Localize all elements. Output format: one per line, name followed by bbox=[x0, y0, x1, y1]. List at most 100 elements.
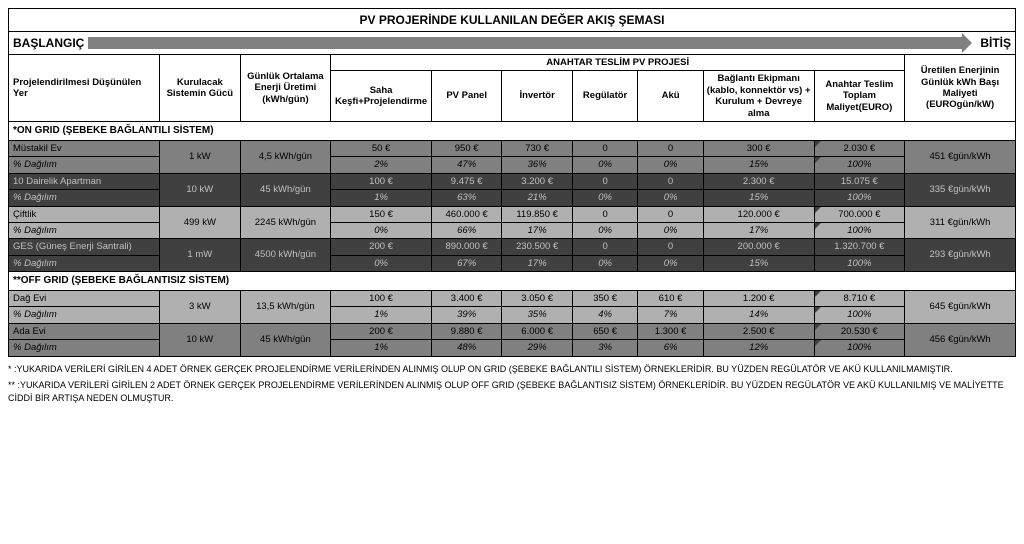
row-value: 0 bbox=[638, 140, 703, 156]
row-value: 890.000 € bbox=[431, 239, 501, 255]
hdr-energy: Günlük Ortalama Enerji Üretimi (kWh/gün) bbox=[240, 55, 331, 122]
row-energy: 4500 kWh/gün bbox=[240, 239, 331, 272]
row-name: GES (Güneş Enerji Santrali) bbox=[9, 239, 160, 255]
row-percent: 0% bbox=[638, 190, 703, 206]
row-value: 950 € bbox=[431, 140, 501, 156]
row-dist-label: % Dağılım bbox=[9, 190, 160, 206]
row-value: 1.300 € bbox=[638, 323, 703, 339]
row-percent: 0% bbox=[638, 255, 703, 271]
row-value: 100 € bbox=[331, 173, 432, 189]
row-value: 230.500 € bbox=[502, 239, 572, 255]
footnote-1: * :YUKARIDA VERİLERİ GİRİLEN 4 ADET ÖRNE… bbox=[8, 363, 1016, 376]
row-value: 8.710 € bbox=[814, 291, 905, 307]
row-percent: 0% bbox=[331, 255, 432, 271]
row-value: 0 bbox=[572, 239, 637, 255]
row-value: 120.000 € bbox=[703, 206, 814, 222]
row-power: 10 kW bbox=[160, 323, 241, 356]
row-percent: 15% bbox=[703, 255, 814, 271]
row-energy: 4,5 kWh/gün bbox=[240, 140, 331, 173]
table-row: Ada Evi10 kW45 kWh/gün200 €9.880 €6.000 … bbox=[9, 323, 1016, 339]
row-percent: 14% bbox=[703, 307, 814, 323]
row-percent: 17% bbox=[502, 222, 572, 238]
hdr-conn: Bağlantı Ekipmanı (kablo, konnektör vs) … bbox=[703, 71, 814, 122]
row-percent: 100% bbox=[814, 222, 905, 238]
row-value: 100 € bbox=[331, 291, 432, 307]
row-name: Dağ Evi bbox=[9, 291, 160, 307]
row-percent: 100% bbox=[814, 307, 905, 323]
row-value: 1.200 € bbox=[703, 291, 814, 307]
flow-start-label: BAŞLANGIÇ bbox=[9, 36, 84, 50]
row-unitcost: 456 €gün/kWh bbox=[905, 323, 1016, 356]
row-percent: 15% bbox=[703, 190, 814, 206]
table-row: Çiftlik499 kW2245 kWh/gün150 €460.000 €1… bbox=[9, 206, 1016, 222]
row-percent: 0% bbox=[572, 190, 637, 206]
row-percent: 4% bbox=[572, 307, 637, 323]
row-percent: 17% bbox=[703, 222, 814, 238]
row-value: 3.200 € bbox=[502, 173, 572, 189]
hdr-group: ANAHTAR TESLİM PV PROJESİ bbox=[331, 55, 905, 71]
row-value: 200 € bbox=[331, 323, 432, 339]
hdr-survey: Saha Keşfi+Projelendirme bbox=[331, 71, 432, 122]
row-percent: 1% bbox=[331, 307, 432, 323]
row-percent: 0% bbox=[572, 255, 637, 271]
row-value: 0 bbox=[638, 173, 703, 189]
row-percent: 67% bbox=[431, 255, 501, 271]
row-energy: 45 kWh/gün bbox=[240, 173, 331, 206]
row-value: 2.300 € bbox=[703, 173, 814, 189]
row-value: 460.000 € bbox=[431, 206, 501, 222]
row-value: 1.320.700 € bbox=[814, 239, 905, 255]
row-percent: 63% bbox=[431, 190, 501, 206]
row-percent: 0% bbox=[638, 222, 703, 238]
flow-bar: BAŞLANGIÇ BİTİŞ bbox=[8, 31, 1016, 54]
row-value: 20.530 € bbox=[814, 323, 905, 339]
row-percent: 100% bbox=[814, 340, 905, 356]
row-percent: 100% bbox=[814, 190, 905, 206]
row-value: 730 € bbox=[502, 140, 572, 156]
row-value: 0 bbox=[572, 206, 637, 222]
row-percent: 48% bbox=[431, 340, 501, 356]
row-value: 300 € bbox=[703, 140, 814, 156]
row-unitcost: 645 €gün/kWh bbox=[905, 291, 1016, 324]
row-dist-label: % Dağılım bbox=[9, 222, 160, 238]
value-stream-table: Projelendirilmesi Düşünülen Yer Kurulaca… bbox=[8, 54, 1016, 357]
row-percent: 2% bbox=[331, 157, 432, 173]
row-percent: 21% bbox=[502, 190, 572, 206]
row-percent: 0% bbox=[572, 222, 637, 238]
row-value: 150 € bbox=[331, 206, 432, 222]
row-value: 3.050 € bbox=[502, 291, 572, 307]
row-value: 2.030 € bbox=[814, 140, 905, 156]
row-power: 499 kW bbox=[160, 206, 241, 239]
hdr-battery: Akü bbox=[638, 71, 703, 122]
row-value: 350 € bbox=[572, 291, 637, 307]
row-value: 610 € bbox=[638, 291, 703, 307]
row-energy: 45 kWh/gün bbox=[240, 323, 331, 356]
row-percent: 3% bbox=[572, 340, 637, 356]
row-percent: 100% bbox=[814, 157, 905, 173]
row-percent: 39% bbox=[431, 307, 501, 323]
row-value: 650 € bbox=[572, 323, 637, 339]
row-name: 10 Dairelik Apartman bbox=[9, 173, 160, 189]
row-percent: 35% bbox=[502, 307, 572, 323]
row-percent: 6% bbox=[638, 340, 703, 356]
row-value: 0 bbox=[572, 173, 637, 189]
row-energy: 13,5 kWh/gün bbox=[240, 291, 331, 324]
hdr-power: Kurulacak Sistemin Gücü bbox=[160, 55, 241, 122]
row-percent: 29% bbox=[502, 340, 572, 356]
row-value: 9.880 € bbox=[431, 323, 501, 339]
hdr-regulator: Regülatör bbox=[572, 71, 637, 122]
row-value: 200 € bbox=[331, 239, 432, 255]
hdr-total: Anahtar Teslim Toplam Maliyet(EURO) bbox=[814, 71, 905, 122]
row-power: 3 kW bbox=[160, 291, 241, 324]
row-value: 0 bbox=[572, 140, 637, 156]
row-percent: 66% bbox=[431, 222, 501, 238]
row-dist-label: % Dağılım bbox=[9, 255, 160, 271]
row-power: 10 kW bbox=[160, 173, 241, 206]
row-value: 6.000 € bbox=[502, 323, 572, 339]
row-percent: 15% bbox=[703, 157, 814, 173]
row-value: 700.000 € bbox=[814, 206, 905, 222]
row-percent: 17% bbox=[502, 255, 572, 271]
section-header: **OFF GRID (ŞEBEKE BAĞLANTISIZ SİSTEM) bbox=[9, 272, 1016, 291]
row-name: Çiftlik bbox=[9, 206, 160, 222]
row-percent: 47% bbox=[431, 157, 501, 173]
row-percent: 12% bbox=[703, 340, 814, 356]
